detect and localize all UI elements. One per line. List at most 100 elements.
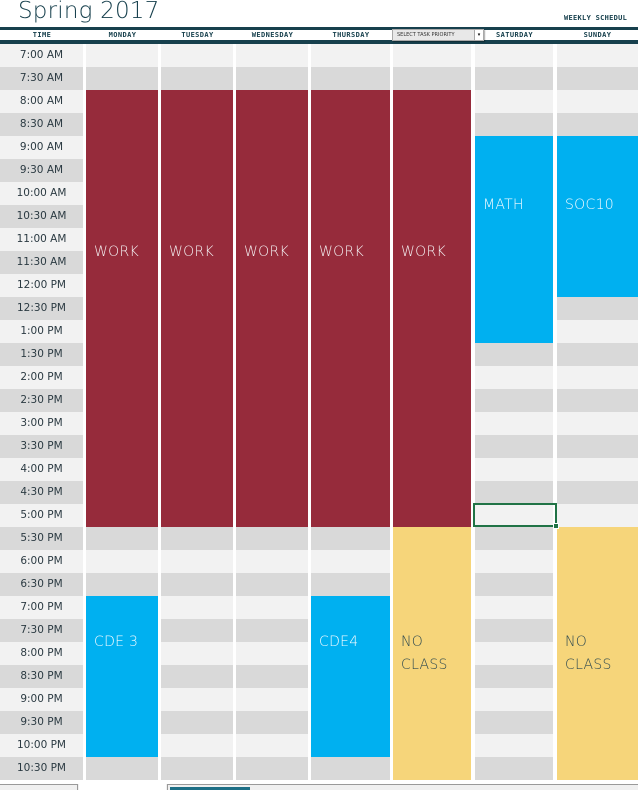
schedule-cell[interactable] bbox=[557, 389, 638, 412]
schedule-cell[interactable] bbox=[311, 757, 390, 780]
schedule-cell[interactable] bbox=[557, 67, 638, 90]
schedule-cell[interactable] bbox=[475, 757, 553, 780]
schedule-cell[interactable] bbox=[475, 90, 553, 113]
schedule-cell[interactable] bbox=[475, 458, 553, 481]
dropdown-arrow-icon[interactable]: ▾ bbox=[474, 30, 483, 40]
schedule-cell[interactable] bbox=[557, 343, 638, 366]
schedule-cell[interactable] bbox=[475, 688, 553, 711]
schedule-cell[interactable] bbox=[161, 67, 233, 90]
event-block[interactable]: CDE4 bbox=[311, 596, 390, 757]
event-block[interactable]: SOC10 bbox=[557, 136, 638, 297]
sheet-tab[interactable] bbox=[79, 784, 166, 790]
schedule-cell[interactable] bbox=[161, 573, 233, 596]
schedule-cell[interactable] bbox=[236, 596, 308, 619]
schedule-cell[interactable] bbox=[557, 435, 638, 458]
schedule-cell[interactable] bbox=[557, 320, 638, 343]
schedule-cell[interactable] bbox=[86, 757, 158, 780]
schedule-cell[interactable] bbox=[161, 619, 233, 642]
schedule-cell[interactable] bbox=[557, 412, 638, 435]
schedule-cell[interactable] bbox=[236, 665, 308, 688]
event-block[interactable]: NO CLASS bbox=[393, 527, 471, 780]
time-label: 2:00 PM bbox=[0, 366, 83, 389]
schedule-cell[interactable] bbox=[393, 67, 471, 90]
schedule-cell[interactable] bbox=[161, 44, 233, 67]
event-block[interactable]: NO CLASS bbox=[557, 527, 638, 780]
schedule-cell[interactable] bbox=[475, 550, 553, 573]
schedule-cell[interactable] bbox=[557, 113, 638, 136]
schedule-cell[interactable] bbox=[161, 665, 233, 688]
schedule-cell[interactable] bbox=[475, 343, 553, 366]
schedule-cell[interactable] bbox=[475, 504, 553, 527]
schedule-cell[interactable] bbox=[86, 550, 158, 573]
schedule-cell[interactable] bbox=[236, 573, 308, 596]
schedule-cell[interactable] bbox=[236, 711, 308, 734]
task-priority-dropdown[interactable]: SELECT TASK PRIORITY ▾ bbox=[392, 29, 484, 41]
schedule-cell[interactable] bbox=[86, 573, 158, 596]
event-block[interactable]: WORK bbox=[86, 90, 158, 527]
schedule-cell[interactable] bbox=[393, 44, 471, 67]
schedule-cell[interactable] bbox=[161, 688, 233, 711]
schedule-cell[interactable] bbox=[475, 665, 553, 688]
schedule-cell[interactable] bbox=[311, 550, 390, 573]
schedule-cell[interactable] bbox=[236, 642, 308, 665]
schedule-cell[interactable] bbox=[557, 458, 638, 481]
schedule-cell[interactable] bbox=[161, 711, 233, 734]
schedule-cell[interactable] bbox=[236, 527, 308, 550]
schedule-cell[interactable] bbox=[161, 596, 233, 619]
schedule-cell[interactable] bbox=[475, 596, 553, 619]
schedule-cell[interactable] bbox=[557, 366, 638, 389]
schedule-cell[interactable] bbox=[475, 642, 553, 665]
event-block[interactable]: WORK bbox=[311, 90, 390, 527]
schedule-cell[interactable] bbox=[236, 67, 308, 90]
fill-handle[interactable] bbox=[553, 523, 559, 529]
event-block[interactable]: MATH bbox=[475, 136, 553, 343]
schedule-cell[interactable] bbox=[475, 366, 553, 389]
schedule-cell[interactable] bbox=[311, 527, 390, 550]
schedule-cell[interactable] bbox=[161, 642, 233, 665]
schedule-cell[interactable] bbox=[475, 67, 553, 90]
schedule-cell[interactable] bbox=[311, 67, 390, 90]
schedule-cell[interactable] bbox=[236, 734, 308, 757]
schedule-cell[interactable] bbox=[236, 550, 308, 573]
schedule-cell[interactable] bbox=[557, 44, 638, 67]
schedule-cell[interactable] bbox=[475, 113, 553, 136]
schedule-cell[interactable] bbox=[475, 527, 553, 550]
schedule-cell[interactable] bbox=[557, 297, 638, 320]
schedule-cell[interactable] bbox=[475, 481, 553, 504]
event-block[interactable]: WORK bbox=[236, 90, 308, 527]
schedule-cell[interactable] bbox=[236, 619, 308, 642]
event-block[interactable]: WORK bbox=[393, 90, 471, 527]
schedule-cell[interactable] bbox=[475, 44, 553, 67]
schedule-cell[interactable] bbox=[475, 412, 553, 435]
schedule-cell[interactable] bbox=[236, 757, 308, 780]
schedule-cell[interactable] bbox=[161, 550, 233, 573]
schedule-cell[interactable] bbox=[475, 734, 553, 757]
schedule-cell[interactable] bbox=[475, 619, 553, 642]
schedule-cell[interactable] bbox=[475, 389, 553, 412]
schedule-cell[interactable] bbox=[236, 688, 308, 711]
time-label: 10:00 AM bbox=[0, 182, 83, 205]
schedule-cell[interactable] bbox=[557, 481, 638, 504]
schedule-cell[interactable] bbox=[86, 527, 158, 550]
schedule-cell[interactable] bbox=[161, 757, 233, 780]
sheet-tab-area bbox=[167, 784, 638, 790]
schedule-cell[interactable] bbox=[475, 573, 553, 596]
schedule-cell[interactable] bbox=[475, 711, 553, 734]
schedule-cell[interactable] bbox=[475, 435, 553, 458]
schedule-cell[interactable] bbox=[557, 90, 638, 113]
time-label: 7:30 PM bbox=[0, 619, 83, 642]
schedule-cell[interactable] bbox=[161, 734, 233, 757]
schedule-cell[interactable] bbox=[311, 44, 390, 67]
selected-cell[interactable] bbox=[473, 503, 559, 529]
schedule-cell[interactable] bbox=[236, 44, 308, 67]
time-label: 1:00 PM bbox=[0, 320, 83, 343]
schedule-cell[interactable] bbox=[86, 67, 158, 90]
active-sheet-tab[interactable] bbox=[170, 787, 250, 790]
event-block[interactable]: WORK bbox=[161, 90, 233, 527]
schedule-cell[interactable] bbox=[557, 504, 638, 527]
schedule-cell[interactable] bbox=[311, 573, 390, 596]
schedule-cell[interactable] bbox=[86, 44, 158, 67]
event-block[interactable]: CDE 3 bbox=[86, 596, 158, 757]
sheet-tab[interactable] bbox=[0, 784, 78, 790]
schedule-cell[interactable] bbox=[161, 527, 233, 550]
